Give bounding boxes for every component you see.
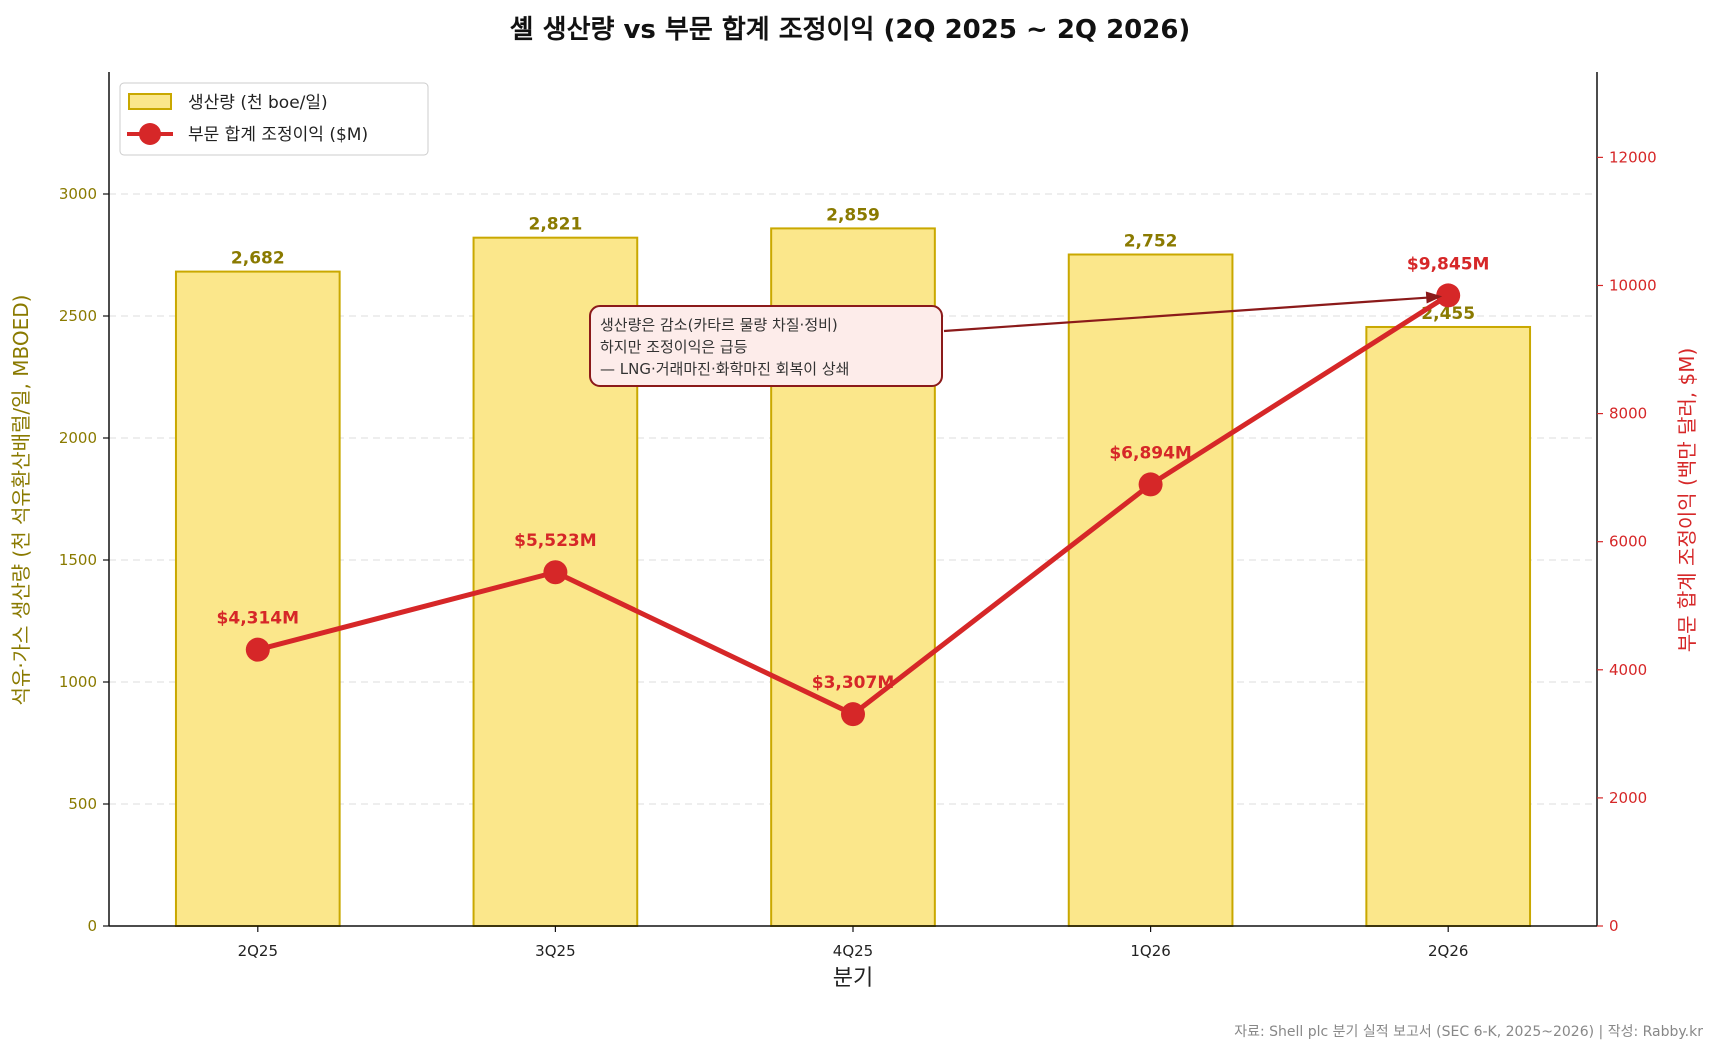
y-left-tick-label: 1500 — [59, 551, 97, 569]
annotation-line-1: 생산량은 감소(카타르 물량 차질·정비) — [600, 316, 838, 334]
line-data-labels: $4,314M $5,523M $3,307M $6,894M $9,845M — [217, 254, 1490, 693]
x-axis-title: 분기 — [833, 966, 873, 991]
bar-value-label: 2,455 — [1421, 304, 1475, 324]
profit-point-2Q25 — [245, 637, 270, 662]
annotation-arrow — [943, 296, 1431, 333]
bar-value-label: 2,821 — [529, 215, 583, 235]
bar-value-label: 2,859 — [826, 205, 880, 225]
y-left-tick-label: 1000 — [59, 673, 97, 691]
y-left-tick-label: 3000 — [59, 185, 97, 203]
profit-value-label: $6,894M — [1109, 443, 1192, 463]
bar-2Q26 — [1365, 325, 1532, 928]
bar-value-label: 2,752 — [1124, 232, 1178, 252]
legend-box — [119, 82, 429, 156]
line-series — [245, 283, 1461, 727]
bar-data-labels: 2,682 2,821 2,859 2,752 2,455 — [231, 205, 1475, 324]
profit-point-2Q26 — [1436, 283, 1461, 308]
profit-point-1Q26 — [1138, 472, 1163, 497]
annotation-line-2: 하지만 조정이익은 급등 — [600, 338, 748, 356]
annotation-box — [589, 305, 943, 387]
y-left-tick-label: 0 — [87, 917, 97, 935]
x-tick-label: 2Q26 — [1428, 942, 1468, 960]
profit-value-label: $5,523M — [514, 531, 597, 551]
x-tick-label: 1Q26 — [1130, 942, 1170, 960]
annotation-arrow-head — [1425, 291, 1443, 304]
legend-line-marker — [139, 123, 161, 145]
y-right-tick-label: 6000 — [1609, 533, 1647, 551]
y-left-tick-label: 2500 — [59, 307, 97, 325]
annotation-line-3: — LNG·거래마진·화학마진 회복이 상쇄 — [600, 360, 849, 378]
profit-value-label: $9,845M — [1407, 254, 1490, 274]
axis-ticks: 0 500 1000 1500 2000 2500 3000 0 2000 4000 6000 800… — [59, 148, 1657, 960]
legend: 생산량 (천 boe/일) 부문 합계 조정이익 ($M) — [119, 82, 429, 156]
y-right-tick-label: 8000 — [1609, 405, 1647, 423]
legend-bar-swatch — [128, 93, 172, 110]
legend-label-bars: 생산량 (천 boe/일) — [188, 93, 328, 113]
profit-value-label: $3,307M — [812, 673, 895, 693]
bar-value-label: 2,682 — [231, 249, 285, 269]
y-right-tick-label: 12000 — [1609, 148, 1657, 166]
source-note: 자료: Shell plc 분기 실적 보고서 (SEC 6-K, 2025~2… — [1234, 1024, 1703, 1040]
y-axis-right-title: 부문 합계 조정이익 (백만 달러, $M) — [1675, 348, 1699, 653]
chart-title: 셸 생산량 vs 부문 합계 조정이익 (2Q 2025 ~ 2Q 2026) — [510, 15, 1191, 45]
y-right-tick-label: 2000 — [1609, 789, 1647, 807]
profit-point-3Q25 — [543, 560, 568, 585]
profit-value-label: $4,314M — [217, 609, 300, 629]
annotation: 생산량은 감소(카타르 물량 차질·정비) 하지만 조정이익은 급등 — LNG… — [589, 291, 1443, 387]
y-axis-left-title: 석유·가스 생산량 (천 석유환산배럴/일, MBOED) — [9, 295, 33, 706]
legend-label-line: 부문 합계 조정이익 ($M) — [188, 125, 368, 145]
y-left-tick-label: 500 — [68, 795, 97, 813]
x-tick-label: 2Q25 — [238, 942, 278, 960]
profit-point-4Q25 — [841, 702, 865, 727]
x-tick-label: 3Q25 — [535, 942, 575, 960]
y-left-tick-label: 2000 — [59, 429, 97, 447]
bar-1Q26 — [1067, 253, 1234, 927]
y-right-tick-label: 0 — [1609, 917, 1619, 935]
bar-2Q25 — [174, 270, 341, 928]
x-tick-label: 4Q25 — [833, 942, 873, 960]
y-right-tick-label: 4000 — [1609, 661, 1647, 679]
y-right-tick-label: 10000 — [1609, 276, 1657, 294]
